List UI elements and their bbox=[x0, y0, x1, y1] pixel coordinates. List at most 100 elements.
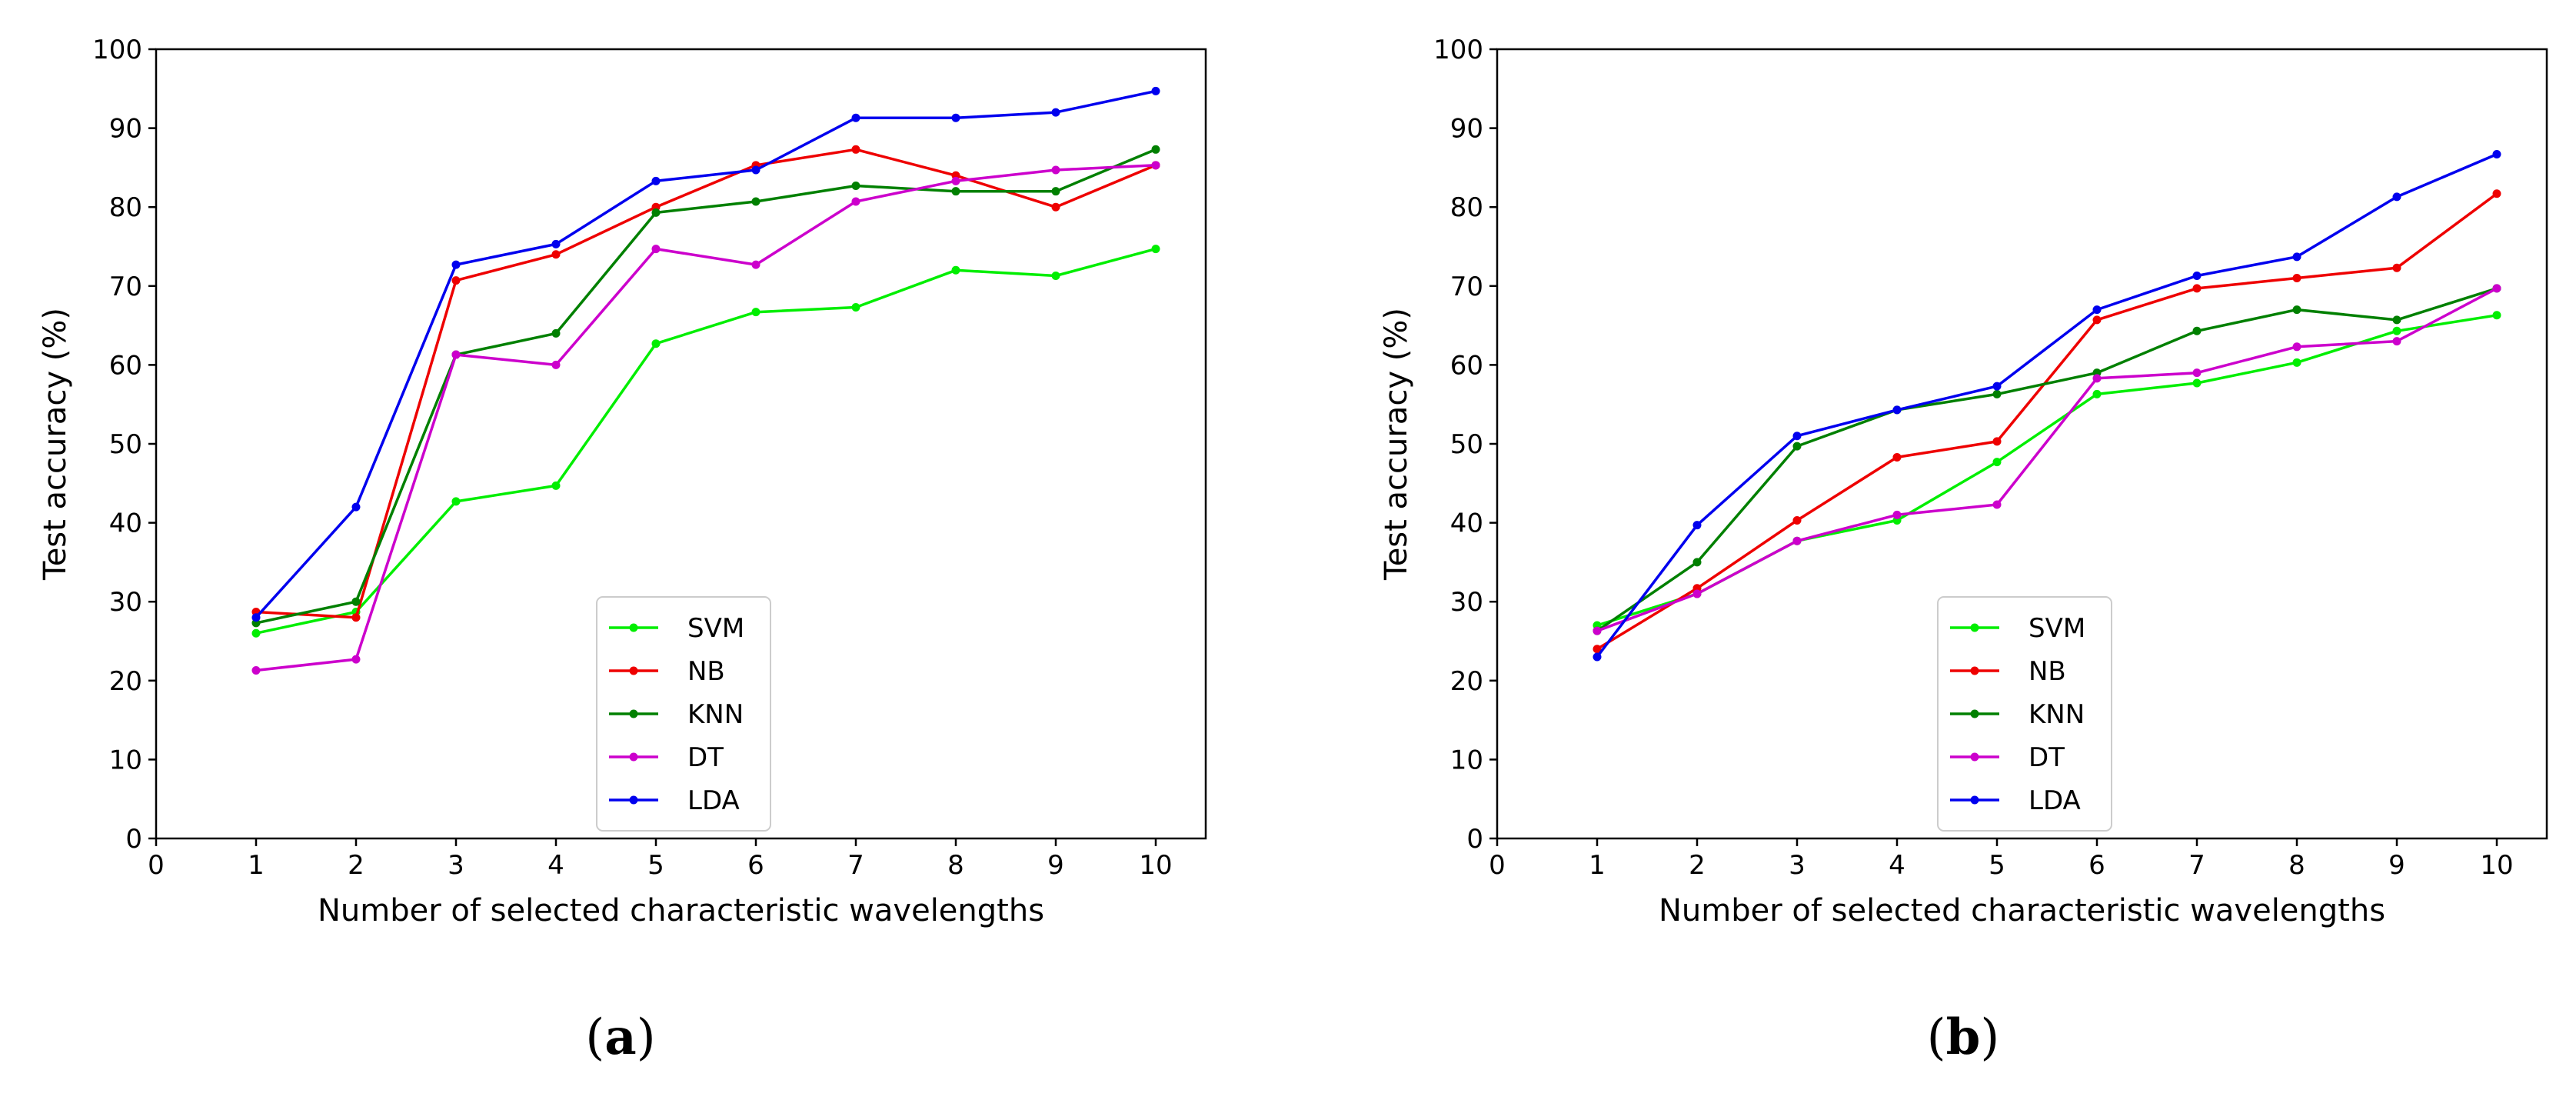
legend-marker-svm bbox=[1970, 623, 1979, 632]
data-point-svm bbox=[851, 303, 860, 312]
series-line-dt bbox=[1596, 287, 2498, 632]
legend-marker-knn bbox=[1970, 709, 1979, 718]
data-point-lda bbox=[1892, 405, 1902, 415]
data-point-nb bbox=[2092, 315, 2102, 325]
y-tick-label: 10 bbox=[109, 745, 142, 775]
data-point-nb bbox=[2292, 274, 2301, 283]
legend-marker-lda bbox=[1970, 795, 1979, 805]
x-tick-label: 8 bbox=[947, 850, 964, 881]
data-point-svm bbox=[251, 628, 261, 638]
data-point-lda bbox=[2392, 192, 2401, 202]
y-tick-label: 70 bbox=[1450, 272, 1483, 302]
legend-label-svm: SVM bbox=[2029, 613, 2085, 644]
data-point-dt bbox=[1892, 510, 1902, 519]
data-point-knn bbox=[551, 328, 561, 338]
data-point-svm bbox=[2492, 311, 2501, 320]
y-tick-label: 60 bbox=[1450, 350, 1483, 381]
data-point-dt bbox=[1593, 626, 1602, 635]
data-point-dt bbox=[651, 245, 661, 254]
data-point-svm bbox=[2292, 358, 2301, 367]
y-axis-title: Test accuracy (%) bbox=[38, 308, 73, 581]
legend-marker-nb bbox=[1970, 666, 1979, 675]
data-point-lda bbox=[1792, 432, 1802, 441]
data-point-svm bbox=[1051, 271, 1060, 280]
data-point-dt bbox=[451, 350, 461, 359]
data-point-knn bbox=[2192, 326, 2202, 335]
data-point-dt bbox=[351, 655, 361, 664]
data-point-dt bbox=[951, 176, 960, 185]
data-point-svm bbox=[451, 497, 461, 506]
x-tick-label: 0 bbox=[148, 850, 165, 881]
legend-marker-knn bbox=[629, 709, 638, 718]
data-point-svm bbox=[1992, 458, 2002, 467]
series-line-knn bbox=[255, 148, 1157, 625]
data-point-lda bbox=[951, 113, 960, 122]
data-point-lda bbox=[351, 502, 361, 512]
data-point-knn bbox=[1792, 442, 1802, 451]
data-point-dt bbox=[751, 260, 760, 269]
x-tick-label: 4 bbox=[1889, 850, 1905, 881]
data-point-dt bbox=[2492, 284, 2501, 293]
panel-letter: b bbox=[1946, 1008, 1981, 1066]
y-tick-label: 30 bbox=[109, 587, 142, 618]
legend-label-svm: SVM bbox=[687, 613, 744, 644]
y-tick-label: 80 bbox=[109, 192, 142, 223]
panel-label: (a) bbox=[585, 1008, 655, 1066]
data-point-lda bbox=[551, 239, 561, 248]
data-point-knn bbox=[2292, 305, 2301, 315]
data-point-knn bbox=[1992, 389, 2002, 398]
legend-box bbox=[1937, 596, 2112, 832]
data-point-dt bbox=[851, 197, 860, 206]
data-point-dt bbox=[1692, 589, 1702, 598]
data-point-knn bbox=[951, 187, 960, 196]
data-point-lda bbox=[2192, 271, 2202, 280]
data-point-lda bbox=[751, 165, 760, 175]
legend-marker-svm bbox=[629, 623, 638, 632]
data-point-dt bbox=[2192, 368, 2202, 378]
y-tick-label: 20 bbox=[109, 666, 142, 697]
data-point-nb bbox=[1892, 452, 1902, 462]
panel-letter: a bbox=[604, 1008, 636, 1066]
data-point-svm bbox=[751, 308, 760, 317]
data-point-dt bbox=[2092, 374, 2102, 383]
data-point-nb bbox=[2492, 189, 2501, 198]
y-tick-label: 100 bbox=[92, 35, 142, 65]
x-tick-label: 0 bbox=[1489, 850, 1506, 881]
data-point-lda bbox=[2292, 252, 2301, 262]
y-tick-label: 40 bbox=[109, 508, 142, 539]
data-point-lda bbox=[851, 113, 860, 122]
x-tick-label: 5 bbox=[647, 850, 664, 881]
y-tick-label: 90 bbox=[109, 114, 142, 145]
data-point-lda bbox=[1051, 108, 1060, 117]
data-point-dt bbox=[2392, 337, 2401, 346]
data-point-nb bbox=[1792, 516, 1802, 525]
x-tick-label: 1 bbox=[248, 850, 265, 881]
x-tick-label: 10 bbox=[2480, 850, 2513, 881]
data-point-knn bbox=[2392, 315, 2401, 325]
data-point-dt bbox=[1792, 536, 1802, 545]
legend-label-lda: LDA bbox=[687, 785, 740, 816]
x-tick-label: 6 bbox=[2088, 850, 2105, 881]
y-tick-label: 50 bbox=[109, 429, 142, 460]
data-point-nb bbox=[1593, 645, 1602, 654]
series-line-dt bbox=[255, 164, 1157, 672]
x-tick-label: 8 bbox=[2288, 850, 2305, 881]
data-point-lda bbox=[251, 613, 261, 622]
chart-panel-b: 0 1 2 3 4 5 6 7 8 9 100102030405060708090100Number… bbox=[1379, 35, 2548, 1066]
y-tick-label: 20 bbox=[1450, 666, 1483, 697]
data-point-knn bbox=[1692, 558, 1702, 567]
data-point-knn bbox=[1151, 145, 1160, 154]
y-tick-label: 0 bbox=[125, 824, 142, 855]
data-point-lda bbox=[2492, 149, 2501, 158]
x-tick-label: 6 bbox=[747, 850, 764, 881]
data-point-lda bbox=[651, 176, 661, 185]
legend-label-lda: LDA bbox=[2029, 785, 2081, 816]
legend: SVM NB KNN DT LDA bbox=[1937, 596, 2112, 832]
series-line-lda bbox=[255, 89, 1157, 618]
data-point-nb bbox=[551, 250, 561, 259]
panel-label: (b) bbox=[1927, 1008, 2000, 1066]
data-point-svm bbox=[651, 339, 661, 348]
legend-label-dt: DT bbox=[2029, 742, 2065, 773]
data-point-dt bbox=[1992, 500, 2002, 509]
